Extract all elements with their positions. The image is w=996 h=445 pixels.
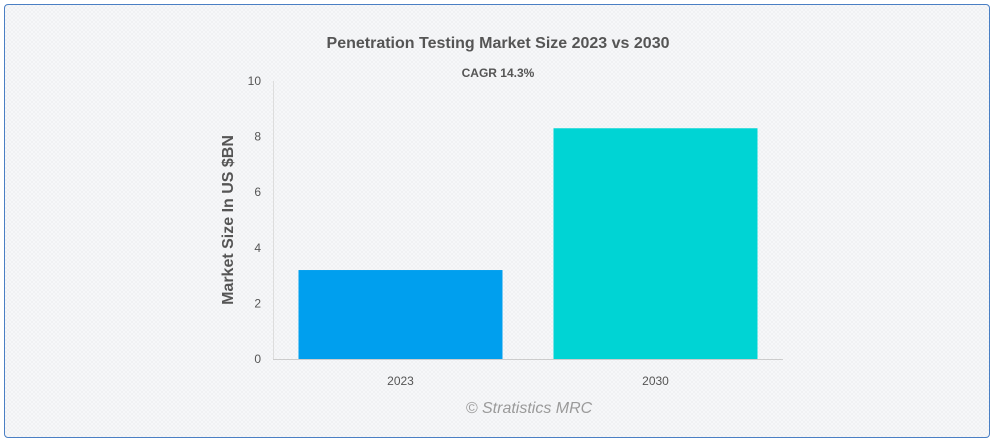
x-axis-ticks: 2023 2030 (387, 374, 669, 388)
y-tick-label: 0 (254, 352, 261, 366)
y-tick-label: 6 (254, 185, 261, 199)
bar-2023[interactable] (298, 270, 503, 359)
y-tick-label: 8 (254, 130, 261, 144)
y-tick-label: 10 (248, 74, 262, 88)
chart-frame (4, 4, 990, 438)
y-tick-label: 4 (254, 241, 261, 255)
bars-group (298, 128, 758, 359)
bar-2030[interactable] (553, 128, 758, 359)
chart-title: Penetration Testing Market Size 2023 vs … (327, 35, 670, 52)
source-credit: © Stratistics MRC (466, 400, 593, 417)
x-tick-label: 2023 (387, 374, 414, 388)
chart-subtitle: CAGR 14.3% (462, 66, 535, 80)
x-tick-label: 2030 (642, 374, 669, 388)
y-axis-label: Market Size In US $BN (220, 135, 237, 305)
y-axis-ticks: 0 2 4 6 8 10 (248, 74, 262, 366)
y-tick-label: 2 (254, 296, 261, 310)
